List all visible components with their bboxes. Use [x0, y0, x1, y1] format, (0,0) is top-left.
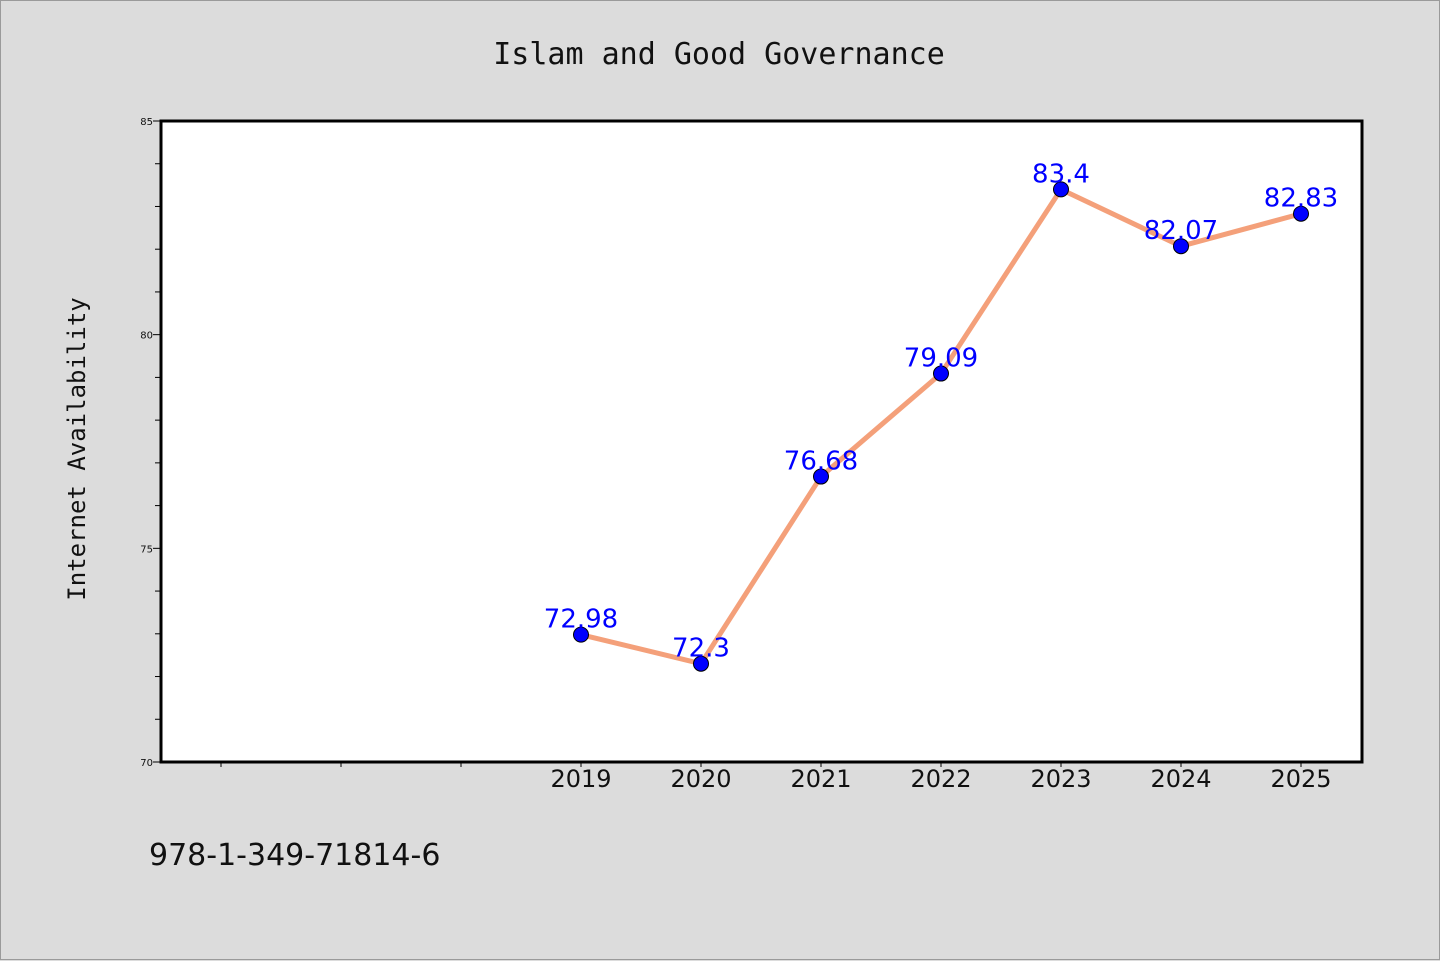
data-label: 83.4	[1032, 159, 1090, 189]
data-labels-group: 72.98 72.3 76.68 79.09 83.4 82.07 82.83	[544, 159, 1338, 663]
y-axis-label: Internet Availability	[63, 297, 91, 600]
data-point-marker	[1053, 181, 1069, 198]
data-point-marker	[1173, 238, 1189, 255]
data-point-marker	[1293, 205, 1309, 222]
data-point-marker	[573, 626, 589, 643]
y-tick-label: 75	[140, 544, 153, 555]
plot-area	[159, 119, 1364, 764]
x-tick-label: 2023	[1030, 765, 1091, 793]
x-axis: 2019 2020 2021 2022 2023 2024 2025	[220, 762, 1332, 793]
isbn-text: 978-1-349-71814-6	[149, 838, 440, 873]
chart-title: Islam and Good Governance	[493, 37, 945, 72]
x-tick-label: 2025	[1270, 765, 1331, 793]
markers-group	[573, 181, 1309, 672]
data-label: 72.3	[672, 634, 730, 664]
data-label: 82.83	[1264, 184, 1338, 214]
y-axis: 70 75 80 85	[140, 117, 161, 769]
x-tick-label: 2022	[910, 765, 971, 793]
data-label: 82.07	[1144, 216, 1218, 246]
y-tick-label: 80	[140, 331, 153, 342]
x-tick-label: 2024	[1150, 765, 1211, 793]
x-tick-label: 2019	[550, 765, 611, 793]
y-tick-label: 70	[140, 758, 153, 769]
data-point-marker	[813, 468, 829, 485]
data-label: 79.09	[904, 344, 978, 374]
data-point-marker	[693, 655, 709, 672]
data-point-marker	[933, 365, 949, 382]
data-label: 72.98	[544, 605, 618, 635]
data-label: 76.68	[784, 447, 858, 477]
x-tick-label: 2021	[790, 765, 851, 793]
x-tick-label: 2020	[670, 765, 731, 793]
y-tick-label: 85	[140, 117, 153, 128]
